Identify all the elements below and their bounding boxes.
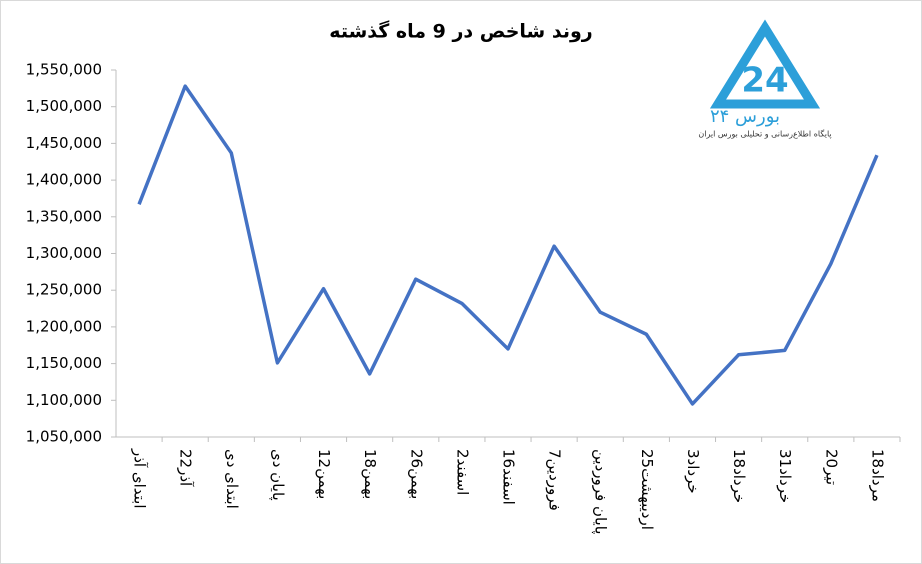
x-tick-label: 3خرداد bbox=[684, 449, 702, 494]
data-line bbox=[137, 84, 879, 406]
y-tick-label: 1,550,000 bbox=[26, 61, 102, 79]
x-tick-label: 2اسفند bbox=[453, 449, 471, 495]
x-tick-label: 26بهمن bbox=[407, 449, 425, 499]
x-tick-label: 20تیر bbox=[822, 449, 840, 485]
y-tick-label: 1,400,000 bbox=[26, 171, 102, 189]
x-tick-label: 18بهمن bbox=[361, 449, 379, 499]
x-tick-label: پایان فروردین bbox=[591, 449, 610, 534]
y-tick-label: 1,100,000 bbox=[26, 391, 102, 409]
y-tick-label: 1,150,000 bbox=[26, 354, 102, 372]
x-tick-label: 7فروردین bbox=[546, 449, 564, 511]
x-tick-label: 22آذر bbox=[177, 449, 195, 487]
y-tick-label: 1,250,000 bbox=[26, 281, 102, 299]
logo-triangle bbox=[709, 19, 821, 109]
chart-title: روند شاخص در 9 ماه گذشته bbox=[329, 20, 592, 43]
logo-mark: 24 bbox=[741, 61, 788, 101]
x-tick-label: ابتدای دی bbox=[223, 449, 241, 509]
y-tick-label: 1,300,000 bbox=[26, 244, 102, 262]
x-tick-label: پایان دی bbox=[268, 449, 287, 501]
x-tick-label: 31خرداد bbox=[776, 449, 794, 503]
x-tick-label: 25اردیبهشت bbox=[638, 449, 656, 530]
x-tick-label: 18خرداد bbox=[730, 449, 748, 503]
logo-name: بورس ۲۴ bbox=[710, 106, 780, 127]
y-tick-label: 1,350,000 bbox=[26, 207, 102, 225]
x-tick-label: 12بهمن bbox=[315, 449, 333, 499]
x-tick-label: ابتدای آذر bbox=[131, 448, 149, 509]
logo: 24 بورس ۲۴ پایگاه اطلاع‌رسانی و تحلیلی ب… bbox=[698, 19, 832, 139]
x-tick-label: 18مرداد bbox=[868, 449, 886, 502]
x-tick-label: 16اسفند bbox=[500, 449, 518, 505]
y-tick-label: 1,050,000 bbox=[26, 428, 102, 446]
y-tick-label: 1,200,000 bbox=[26, 317, 102, 335]
logo-tagline: پایگاه اطلاع‌رسانی و تحلیلی بورس ایران bbox=[698, 129, 831, 139]
y-tick-label: 1,450,000 bbox=[26, 134, 102, 152]
y-tick-label: 1,500,000 bbox=[26, 97, 102, 115]
